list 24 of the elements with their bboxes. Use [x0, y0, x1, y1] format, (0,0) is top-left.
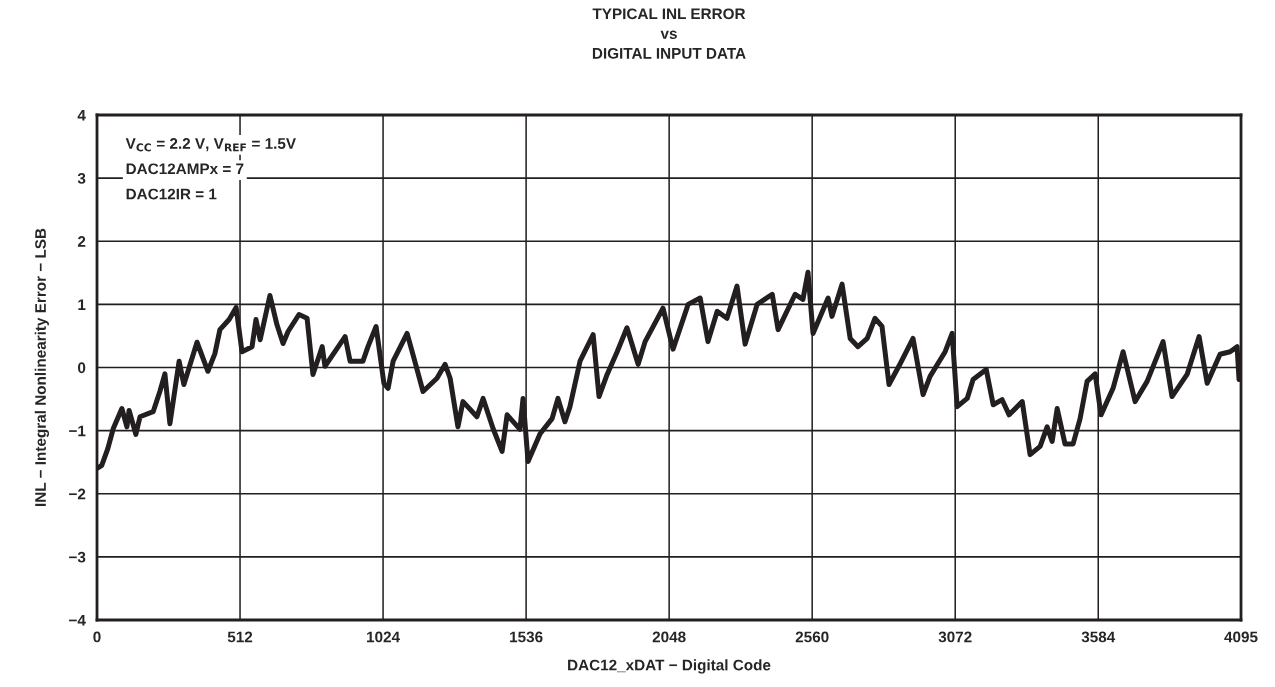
- x-axis-title: DAC12_xDAT − Digital Code: [568, 659, 771, 674]
- annotation: DAC12AMPx = 7: [126, 163, 244, 175]
- annotation: DAC12IR = 1: [126, 188, 217, 200]
- y-tick-label: 2: [77, 236, 86, 247]
- x-tick-label: 3584: [1081, 631, 1116, 643]
- x-tick-label: 1536: [510, 631, 543, 643]
- annotation: V$_{CC}$ = 2.2 V, V$_{REF}$ = 1.5V: [125, 138, 296, 152]
- x-tick-label: 1024: [367, 631, 400, 643]
- y-tick-label: 4: [77, 110, 86, 121]
- chart-title: TYPICAL INL ERROR vs DIGITAL INPUT DATA: [592, 8, 746, 59]
- y-tick-label: 0: [78, 362, 86, 374]
- x-tick-label: 512: [227, 631, 253, 643]
- x-tick-label: 0: [93, 631, 101, 643]
- y-axis-title: INL − Integral Nonlinearity Error − LSB: [34, 228, 50, 506]
- x-tick-label: 2560: [795, 631, 829, 643]
- x-tick-label: 4095: [1224, 631, 1258, 643]
- y-tick-label: 3: [77, 172, 86, 184]
- y-tick-label: −2: [69, 488, 86, 500]
- x-tick-label: 2048: [652, 631, 686, 643]
- y-tick-label: −3: [69, 551, 86, 563]
- y-tick-label: −4: [69, 615, 86, 626]
- y-tick-label: 1: [78, 299, 86, 310]
- x-tick-label: 3072: [938, 631, 972, 643]
- y-tick-label: −1: [69, 425, 86, 437]
